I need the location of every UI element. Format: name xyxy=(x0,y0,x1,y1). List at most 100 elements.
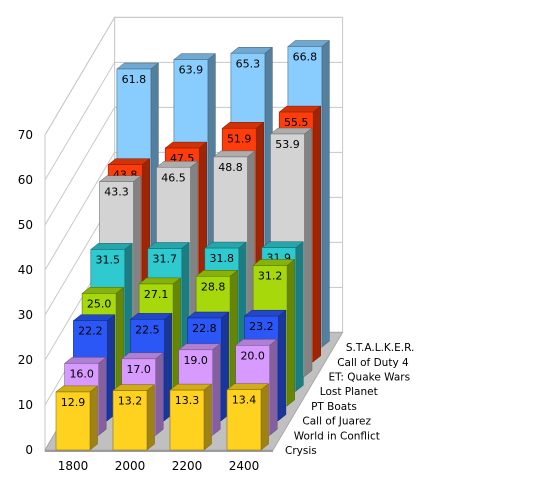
y-tick-label: 60 xyxy=(18,173,33,187)
bar-side xyxy=(278,309,287,422)
series-label: ET: Quake Wars xyxy=(329,372,411,384)
bar-side xyxy=(155,352,164,436)
bar-side xyxy=(260,383,269,451)
bar xyxy=(55,391,91,451)
bar-top xyxy=(90,243,134,250)
bar-top xyxy=(195,270,239,277)
bar-top xyxy=(173,53,217,60)
bar-top xyxy=(212,150,256,158)
bar-side xyxy=(321,39,330,348)
bar-top xyxy=(155,161,199,168)
data-label: 31.2 xyxy=(258,270,283,283)
bar-top xyxy=(287,40,331,47)
data-label: 61.8 xyxy=(122,73,147,86)
y-tick-label: 10 xyxy=(18,398,33,412)
bar-side xyxy=(269,338,278,436)
bar-side xyxy=(295,241,304,392)
x-tick-label: 2200 xyxy=(172,459,203,473)
bar-side xyxy=(203,383,212,451)
bar-top xyxy=(120,352,164,360)
data-label: 22.8 xyxy=(192,322,217,335)
data-label: 25.0 xyxy=(87,297,112,310)
data-label: 31.5 xyxy=(96,253,121,266)
bar-top xyxy=(221,122,265,129)
bar-top xyxy=(138,277,182,285)
bar-top xyxy=(129,313,173,320)
data-label: 66.8 xyxy=(293,51,318,64)
data-label: 46.5 xyxy=(161,171,186,184)
y-tick-label: 40 xyxy=(18,263,33,277)
x-tick-label: 1800 xyxy=(58,459,89,473)
gridline xyxy=(44,16,343,136)
bar-top xyxy=(63,357,107,364)
bar xyxy=(169,389,205,451)
x-tick-label: 2000 xyxy=(115,459,146,473)
data-label: 22.5 xyxy=(135,323,160,336)
y-tick-label: 50 xyxy=(18,218,33,232)
y-tick-label: 70 xyxy=(18,128,33,142)
bar-top xyxy=(116,62,160,70)
data-label: 31.8 xyxy=(210,252,235,265)
series-label: World in Conflict xyxy=(294,430,380,442)
data-label: 65.3 xyxy=(236,57,261,70)
series-label: Lost Planet xyxy=(320,386,378,398)
bar-top xyxy=(234,339,278,346)
bar-top xyxy=(269,127,313,135)
series-label: Call of Duty 4 xyxy=(337,357,409,369)
data-label: 53.9 xyxy=(275,138,300,151)
data-label: 43.3 xyxy=(104,186,129,199)
series-label: Call of Juarez xyxy=(302,416,371,428)
bar-top xyxy=(186,311,230,319)
bar-top xyxy=(98,175,142,182)
bar-top xyxy=(72,314,116,321)
bar-top xyxy=(147,242,191,249)
series-label: S.T.A.L.K.E.R. xyxy=(346,342,415,354)
bar-top xyxy=(112,384,156,391)
data-label: 22.2 xyxy=(78,325,103,338)
data-label: 13.3 xyxy=(175,394,200,407)
data-label: 63.9 xyxy=(179,64,204,77)
data-label: 12.9 xyxy=(61,396,86,409)
floor-edge xyxy=(45,450,273,452)
data-label: 31.7 xyxy=(153,253,178,266)
bar-side xyxy=(98,356,107,436)
bar-top xyxy=(55,385,99,393)
data-label: 28.8 xyxy=(201,280,226,293)
data-label: 17.0 xyxy=(126,363,151,376)
bar xyxy=(226,389,262,451)
bar-top xyxy=(177,343,221,351)
series-label: Crysis xyxy=(285,445,317,457)
bar-side xyxy=(286,258,295,407)
data-label: 55.5 xyxy=(284,116,309,129)
data-label: 13.2 xyxy=(118,395,143,408)
bar-side xyxy=(146,384,155,451)
data-label: 27.1 xyxy=(144,288,169,301)
data-label: 16.0 xyxy=(69,367,94,380)
data-label: 19.0 xyxy=(183,354,208,367)
bar-top xyxy=(226,383,270,390)
y-tick-label: 20 xyxy=(18,353,33,367)
series-label: PT Boats xyxy=(311,401,357,413)
y-tick-label: 30 xyxy=(18,308,33,322)
bar-side xyxy=(304,127,313,378)
bar-top xyxy=(204,241,248,249)
bar-top xyxy=(278,105,322,113)
bar-top xyxy=(252,259,296,266)
bar-top xyxy=(81,287,125,294)
bar-side xyxy=(212,343,221,436)
bar-top xyxy=(243,309,287,317)
data-label: 48.8 xyxy=(218,161,243,174)
bar-top xyxy=(261,241,305,248)
bar-side xyxy=(89,385,98,451)
bar-top xyxy=(164,141,208,149)
data-label: 23.2 xyxy=(249,320,274,333)
bar-top xyxy=(169,383,213,391)
bar xyxy=(112,390,148,451)
bar-side xyxy=(312,105,321,363)
x-tick-label: 2400 xyxy=(229,459,260,473)
data-label: 20.0 xyxy=(240,349,265,362)
data-label: 13.4 xyxy=(232,394,257,407)
y-tick-label: 0 xyxy=(25,443,33,457)
